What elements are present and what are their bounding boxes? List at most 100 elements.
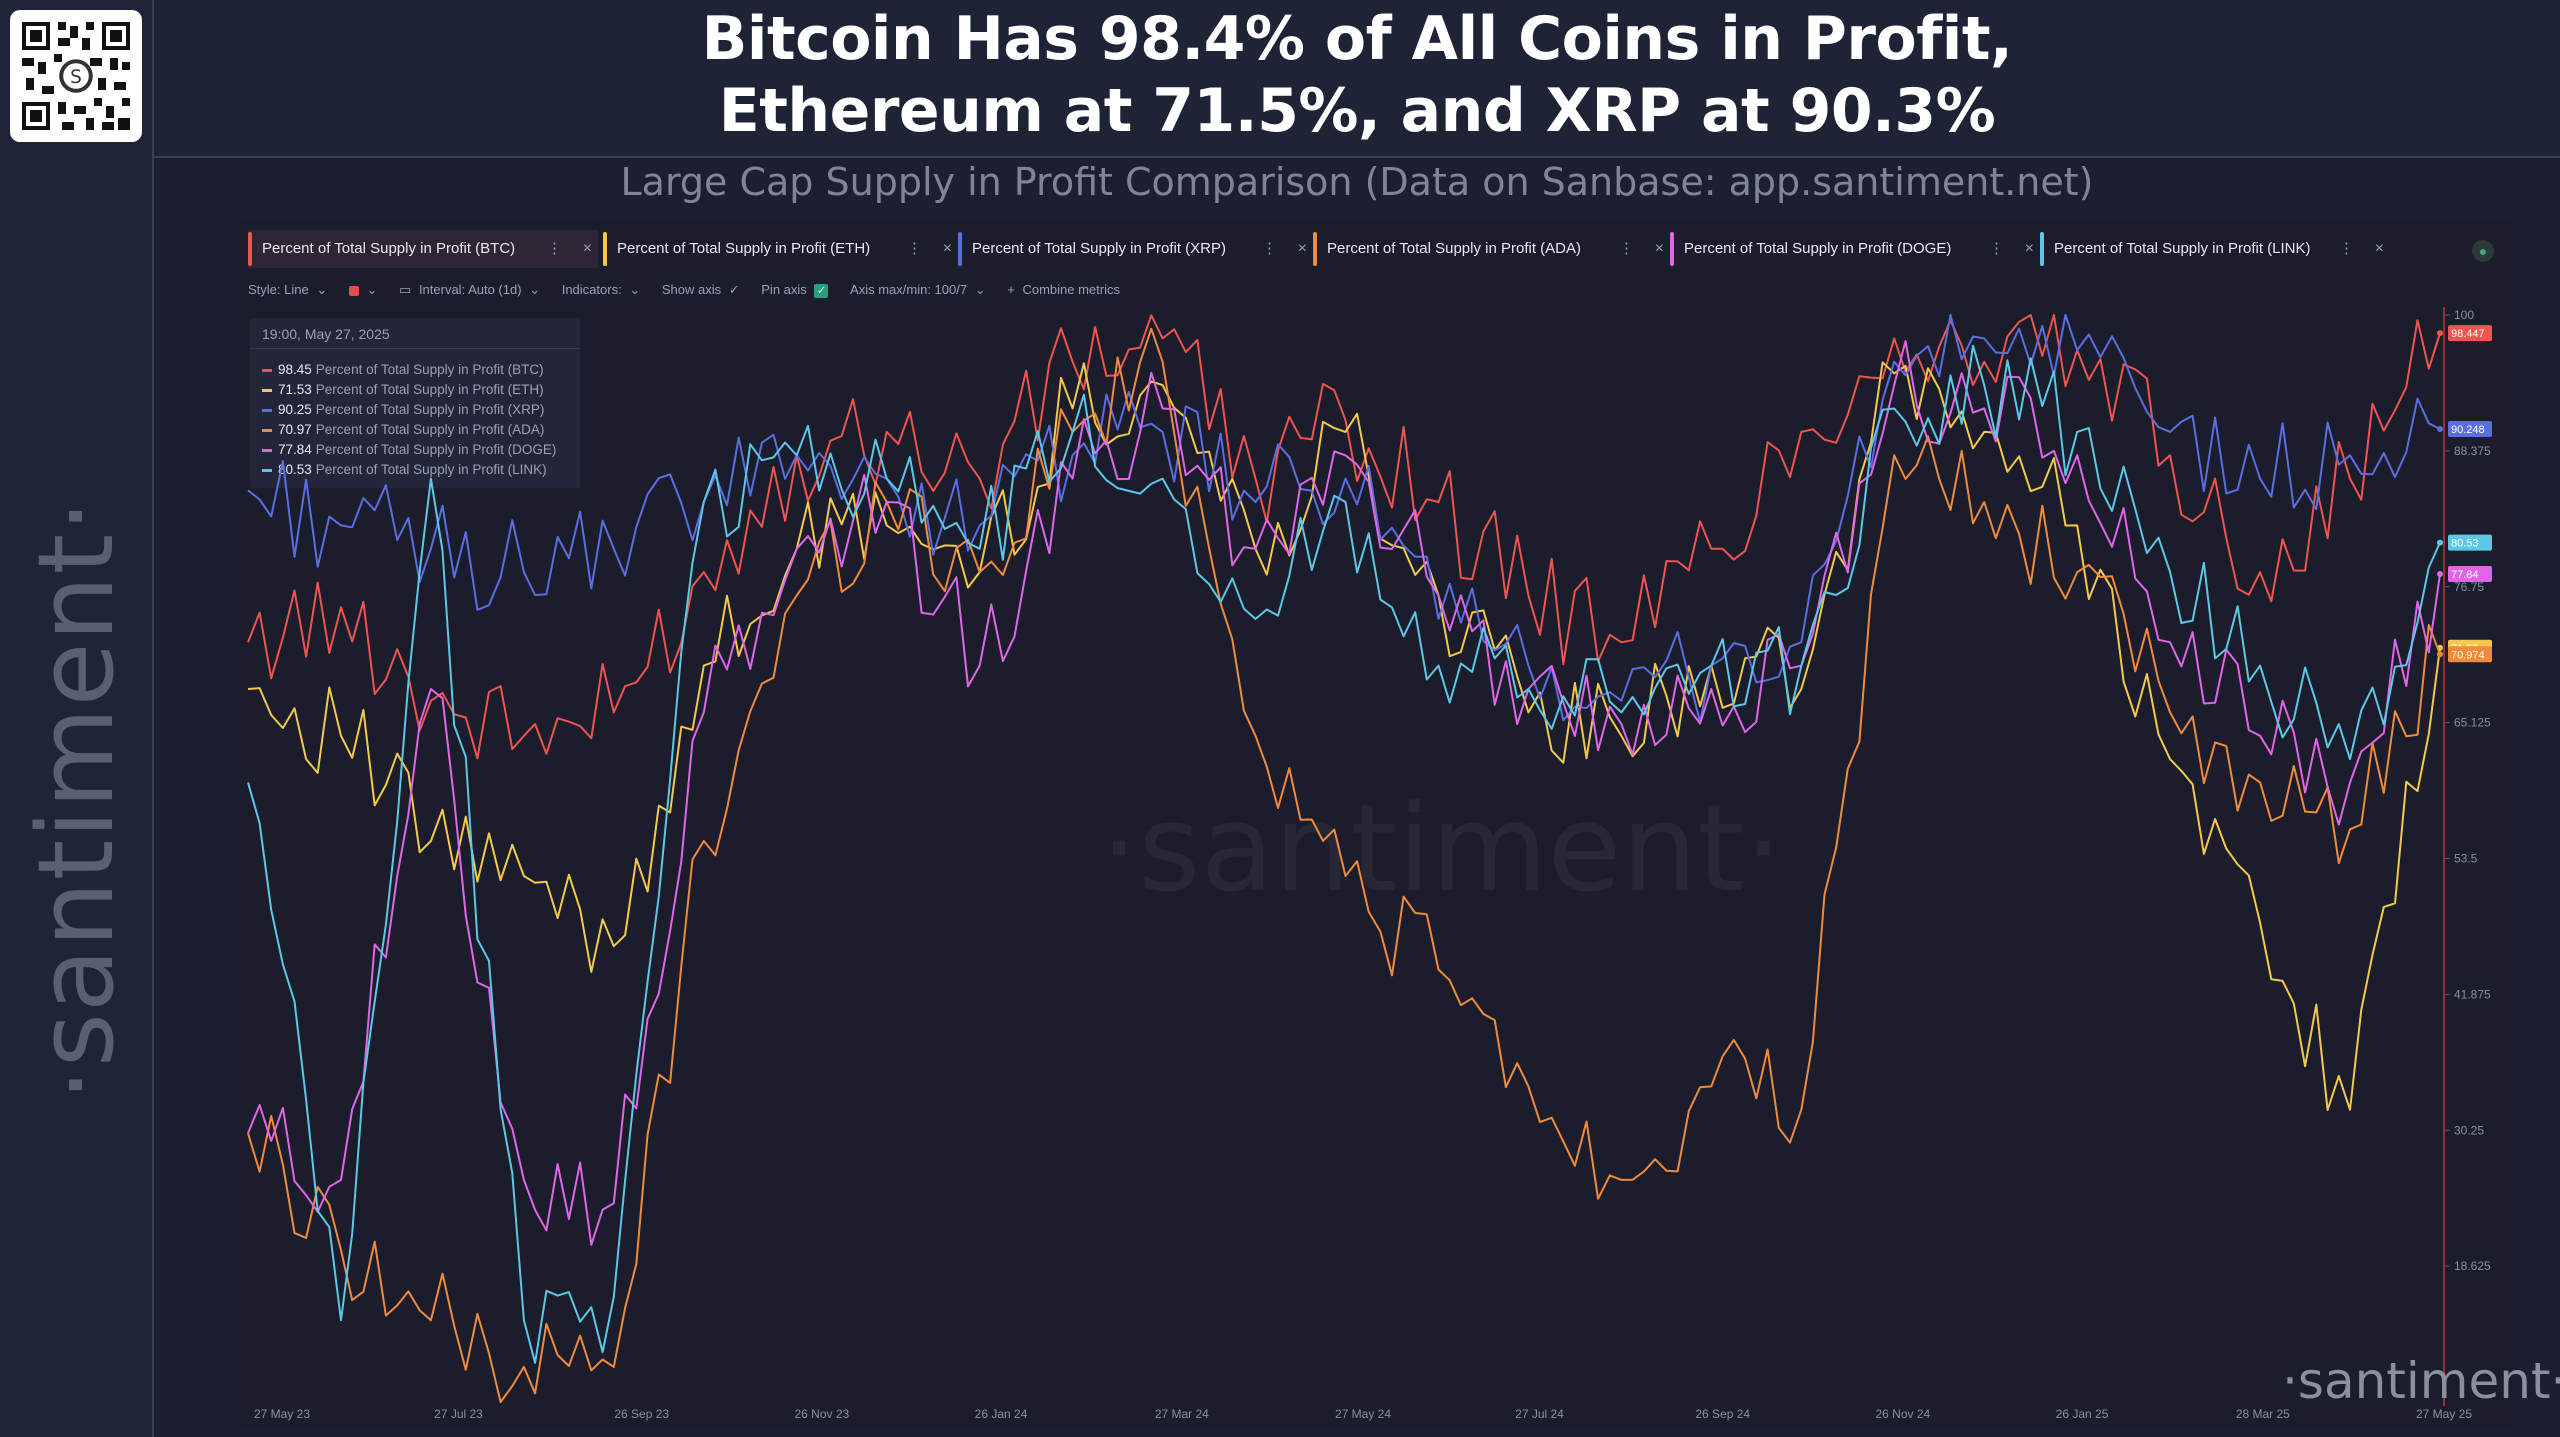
qr-code-icon: S (18, 18, 134, 134)
legend-label: Percent of Total Supply in Profit (ADA) (315, 422, 545, 437)
chevron-down-icon[interactable]: ⌄ (366, 282, 378, 297)
last-value-badge (2448, 534, 2492, 551)
legend-value: 80.53 (278, 462, 312, 477)
more-icon[interactable]: ⋮ (907, 240, 922, 257)
x-tick-label: 27 May 25 (2416, 1407, 2472, 1421)
legend-row-eth: 71.53 Percent of Total Supply in Profit (… (262, 382, 544, 397)
series-line (247, 361, 2441, 1111)
y-tick-label: 100 (2454, 308, 2474, 322)
plus-icon: + (1007, 282, 1015, 297)
tab-doge[interactable]: Percent of Total Supply in Profit (DOGE)… (1670, 230, 2040, 268)
legend-row-xrp: 90.25 Percent of Total Supply in Profit (… (262, 402, 544, 417)
legend-swatch (262, 468, 272, 472)
interval-select[interactable]: Interval: Auto (1d) (418, 282, 522, 297)
header: Bitcoin Has 98.4% of All Coins in Profit… (154, 0, 2560, 158)
last-value-badge (2448, 566, 2492, 583)
tooltip-date: 19:00, May 27, 2025 (262, 326, 390, 342)
x-tick-label: 26 Sep 23 (614, 1407, 669, 1421)
y-tick-label: 30.25 (2454, 1123, 2484, 1137)
series-end-point (2437, 330, 2443, 337)
qr-code: S (10, 10, 142, 142)
last-value-label: 80.53 (2451, 538, 2479, 550)
close-icon[interactable]: × (2374, 240, 2384, 257)
series-line (247, 340, 2441, 1246)
chevron-down-icon[interactable]: ⌄ (529, 282, 541, 297)
pin-axis-toggle[interactable]: Pin axis (761, 282, 807, 297)
series-line (247, 327, 2441, 1403)
tab-link[interactable]: Percent of Total Supply in Profit (LINK)… (2040, 230, 2390, 268)
legend-label: Percent of Total Supply in Profit (DOGE) (315, 442, 557, 457)
legend-value: 71.53 (278, 382, 312, 397)
chevron-down-icon[interactable]: ⌄ (316, 282, 328, 297)
more-icon[interactable]: ⋮ (2339, 240, 2354, 257)
legend-value: 98.45 (278, 362, 312, 377)
calendar-icon: ▭ (399, 282, 412, 297)
legend-swatch (262, 408, 272, 412)
legend-row-ada: 70.97 Percent of Total Supply in Profit (… (262, 422, 544, 437)
x-tick-label: 27 Jul 24 (1515, 1407, 1564, 1421)
tab-eth[interactable]: Percent of Total Supply in Profit (ETH) … (603, 230, 958, 268)
settings-icon[interactable]: ● (2472, 240, 2494, 262)
last-value-badge (2448, 325, 2492, 342)
tab-color-bar (1313, 232, 1317, 266)
tab-color-bar (1670, 232, 1674, 266)
tab-btc[interactable]: Percent of Total Supply in Profit (BTC) … (248, 230, 598, 268)
series-line (247, 344, 2441, 1364)
checkbox-checked-icon[interactable]: ✓ (814, 283, 829, 298)
color-swatch-icon[interactable] (348, 285, 359, 296)
more-icon[interactable]: ⋮ (1619, 240, 1634, 257)
series-end-point (2437, 539, 2443, 546)
tab-ada-label: Percent of Total Supply in Profit (ADA) (1327, 240, 1582, 257)
more-icon[interactable]: ⋮ (547, 240, 562, 257)
indicators-select[interactable]: Indicators: (561, 282, 622, 297)
title-line-2: Ethereum at 71.5%, and XRP at 90.3% (718, 76, 1996, 146)
x-tick-label: 26 Nov 23 (795, 1407, 850, 1421)
close-icon[interactable]: × (1654, 240, 1664, 257)
tab-ada[interactable]: Percent of Total Supply in Profit (ADA) … (1313, 230, 1670, 268)
last-value-label: 77.84 (2451, 569, 2479, 581)
combine-metrics-button[interactable]: Combine metrics (1022, 282, 1120, 297)
y-tick-label: 18.625 (2454, 1259, 2491, 1273)
check-icon[interactable]: ✓ (728, 282, 740, 297)
legend-label: Percent of Total Supply in Profit (XRP) (315, 402, 545, 417)
last-value-label: 98.447 (2451, 328, 2485, 340)
more-icon[interactable]: ⋮ (1989, 240, 2004, 257)
legend-row-btc: 98.45 Percent of Total Supply in Profit (… (262, 362, 544, 377)
x-tick-label: 26 Jan 24 (975, 1407, 1028, 1421)
close-icon[interactable]: × (942, 240, 952, 257)
legend-swatch (262, 388, 272, 392)
legend-row-doge: 77.84 Percent of Total Supply in Profit (… (262, 442, 556, 457)
legend-label: Percent of Total Supply in Profit (BTC) (315, 362, 544, 377)
last-value-badge (2448, 420, 2492, 437)
legend-row-link: 80.53 Percent of Total Supply in Profit (… (262, 462, 547, 477)
tab-xrp-label: Percent of Total Supply in Profit (XRP) (972, 240, 1227, 257)
style-select[interactable]: Style: Line (248, 282, 309, 297)
more-icon[interactable]: ⋮ (1262, 240, 1277, 257)
series-line (247, 314, 2441, 760)
axis-max-min-select[interactable]: Axis max/min: 100/7 (850, 282, 968, 297)
series-line (247, 314, 2441, 723)
y-tick-label: 53.5 (2454, 852, 2478, 866)
svg-text:S: S (70, 67, 82, 88)
last-value-label: 90.248 (2451, 424, 2485, 436)
close-icon[interactable]: × (582, 240, 592, 257)
left-sidebar: S ·santiment· (0, 0, 154, 1437)
chevron-down-icon[interactable]: ⌄ (629, 282, 641, 297)
chart-panel (240, 222, 2512, 1430)
x-tick-label: 27 Jul 23 (434, 1407, 483, 1421)
chart-watermark: ·santiment· (1100, 780, 1783, 919)
tooltip-legend: 19:00, May 27, 2025 98.45 Percent of Tota… (250, 318, 580, 488)
show-axis-toggle[interactable]: Show axis (661, 282, 722, 297)
legend-label: Percent of Total Supply in Profit (LINK) (315, 462, 547, 477)
series-end-point (2437, 651, 2443, 658)
series-end-point (2437, 571, 2443, 578)
chevron-down-icon[interactable]: ⌄ (974, 282, 986, 297)
corner-santiment-logo: ·santiment· (2282, 1352, 2560, 1410)
close-icon[interactable]: × (2024, 240, 2034, 257)
tab-xrp[interactable]: Percent of Total Supply in Profit (XRP) … (958, 230, 1313, 268)
x-tick-label: 27 May 24 (1335, 1407, 1391, 1421)
close-icon[interactable]: × (1297, 240, 1307, 257)
tab-color-bar (958, 232, 962, 266)
tab-color-bar (2040, 232, 2044, 266)
